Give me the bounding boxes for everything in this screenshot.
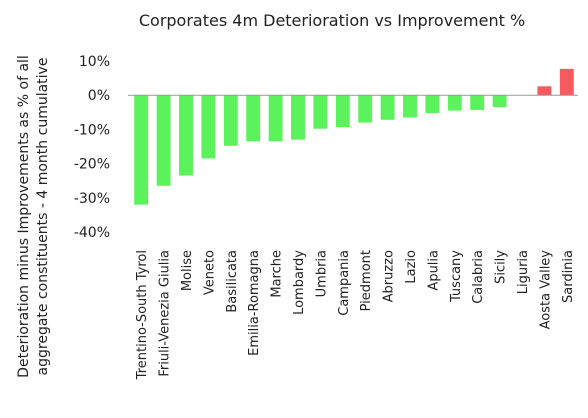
x-category-label: Apulia [426,250,441,291]
x-category-label: Lombardy [292,250,307,315]
bar [492,95,507,108]
x-category-label: Friuli-Venezia Giulia [158,250,173,377]
x-category-label: Molise [180,250,195,291]
bar [358,95,373,123]
bar [335,95,350,128]
y-axis-label: Deterioration minus Improvements as % of… [16,55,51,378]
x-category-label: Trentino-South Tyrol [135,250,150,380]
y-tick-label: 0% [88,88,110,104]
bar [537,86,552,96]
x-category-label: Aosta Valley [538,250,553,330]
y-axis-label-line: aggregate constituents - 4 month cumulat… [35,58,51,376]
bar [223,95,238,146]
y-tick-label: -40% [74,225,110,241]
bar [268,95,283,142]
x-category-label: Sardinia [561,250,576,303]
x-category-label: Basilicata [225,250,240,313]
y-axis-ticks: 10% 0% -10% -20% -30% -40% [74,54,110,241]
bar [179,95,193,176]
x-category-label: Tuscany [449,250,464,303]
bar [559,68,574,96]
x-category-label: Calabria [471,250,486,304]
bar [201,95,216,159]
bar [380,95,395,120]
bar [134,95,149,205]
y-tick-label: 10% [79,54,110,70]
bar [246,95,261,142]
bar [425,95,440,113]
x-category-label: Lazio [404,250,419,284]
x-category-label: Veneto [202,250,217,295]
bar [470,95,485,110]
x-axis-categories: Trentino-South Tyrol Friuli-Venezia Giuli… [135,250,576,381]
bar [291,95,305,140]
x-category-label: Emilia-Romagna [247,250,262,356]
y-axis-label-line: Deterioration minus Improvements as % of… [16,55,32,378]
x-category-label: Campania [337,250,352,316]
y-tick-label: -10% [74,122,110,138]
bar [156,95,171,186]
x-category-label: Piedmont [359,250,374,311]
bar [403,95,417,118]
x-category-label: Sicily [494,250,509,284]
x-category-label: Abruzzo [382,250,397,302]
y-tick-label: -30% [74,191,110,207]
chart-title: Corporates 4m Deterioration vs Improveme… [139,11,525,30]
x-category-label: Liguria [516,250,531,294]
x-category-label: Marche [270,250,285,298]
x-category-label: Umbria [314,250,329,297]
bar [313,95,328,129]
y-tick-label: -20% [74,157,110,173]
bar [447,95,462,111]
bars [134,68,574,205]
